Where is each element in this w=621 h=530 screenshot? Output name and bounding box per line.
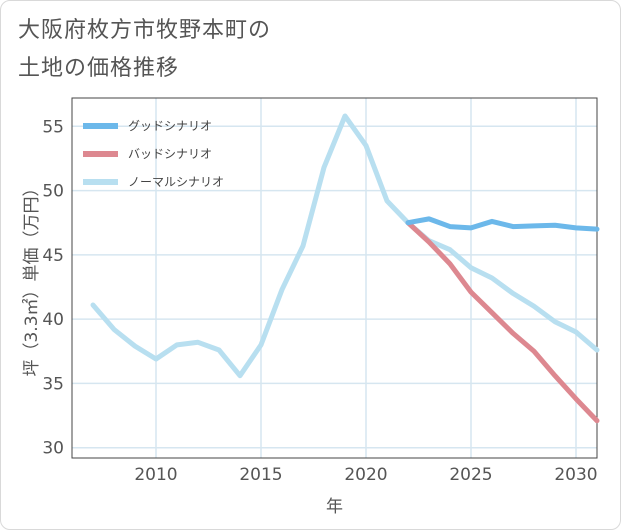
series-line-bad bbox=[405, 220, 600, 424]
x-ticks: 2010 2015 2020 2025 2030 bbox=[134, 465, 597, 485]
series-lines bbox=[90, 113, 600, 424]
y-tick-label: 30 bbox=[42, 439, 64, 459]
series-line-normal bbox=[90, 113, 600, 379]
x-tick-label: 2015 bbox=[239, 465, 282, 485]
x-axis-title: 年 bbox=[326, 497, 343, 517]
y-ticks: 30 35 40 45 50 55 bbox=[42, 117, 64, 458]
page-title: 大阪府枚方市牧野本町の 土地の価格推移 bbox=[18, 12, 271, 88]
title-line-1: 大阪府枚方市牧野本町の bbox=[18, 18, 272, 43]
x-tick-label: 2030 bbox=[554, 465, 597, 485]
x-tick-label: 2010 bbox=[134, 465, 177, 485]
x-tick-label: 2020 bbox=[344, 465, 387, 485]
x-tick-label: 2025 bbox=[449, 465, 492, 485]
legend-label-good: グッドシナリオ bbox=[128, 119, 212, 133]
title-line-2: 土地の価格推移 bbox=[18, 56, 180, 81]
legend-label-bad: バッドシナリオ bbox=[128, 147, 212, 161]
y-tick-label: 45 bbox=[42, 246, 64, 266]
series-line-good bbox=[405, 216, 600, 232]
y-tick-label: 40 bbox=[42, 310, 64, 330]
y-tick-label: 35 bbox=[42, 374, 64, 394]
plot-frame bbox=[71, 97, 598, 459]
y-tick-label: 55 bbox=[42, 117, 64, 137]
y-axis-title: 坪（3.3㎡）単価（万円） bbox=[22, 179, 42, 376]
y-tick-label: 50 bbox=[42, 182, 64, 202]
legend-label-normal: ノーマルシナリオ bbox=[128, 175, 224, 189]
grid bbox=[72, 98, 597, 458]
